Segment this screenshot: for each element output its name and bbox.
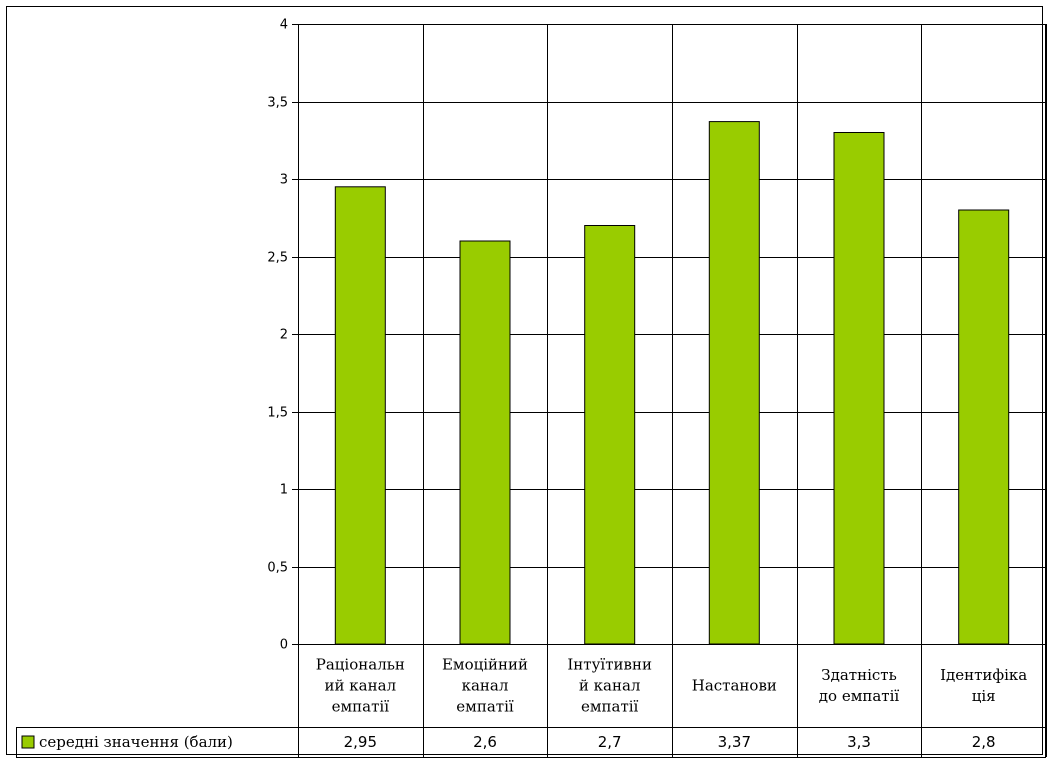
x-tick-label: Раціональн ий канал емпатії <box>316 656 405 716</box>
x-tick-label-line: Інтуїтивни <box>567 656 652 674</box>
x-tick-label: Емоційний канал емпатії <box>442 656 528 716</box>
y-tick-label: 0 <box>280 638 288 653</box>
x-tick-label-line: Емоційний <box>442 656 528 674</box>
x-tick-label-line: ція <box>972 687 996 705</box>
bar <box>708 121 760 645</box>
x-tick-label-line: Здатність <box>821 666 896 684</box>
x-tick-label: Настанови <box>692 677 777 695</box>
data-label: 2,95 <box>344 733 377 751</box>
y-tick-label: 0,5 <box>267 561 288 576</box>
data-label: 2,8 <box>972 733 996 751</box>
bar <box>833 132 885 645</box>
bar <box>459 240 511 645</box>
y-tick-label: 1 <box>280 483 288 498</box>
x-tick-label-line: й канал <box>579 677 641 695</box>
chart-frame <box>6 6 1043 755</box>
x-tick-label-line: емпатії <box>456 698 514 716</box>
legend-swatch <box>21 735 35 749</box>
x-tick-label-line: Ідентифіка <box>940 666 1027 684</box>
y-tick-label: 2,5 <box>267 251 288 266</box>
x-tick-label-line: Раціональн <box>316 656 405 674</box>
gridlines <box>298 24 1047 757</box>
x-tick-label-line: до емпатії <box>819 687 900 705</box>
data-table: Раціональн ий канал емпатії Емоційний канал е… <box>16 24 1046 758</box>
x-tick-label-line: Настанови <box>692 677 777 695</box>
data-label: 3,3 <box>847 733 871 751</box>
bars <box>334 121 1010 645</box>
bar <box>584 225 636 645</box>
y-tick-label: 3,5 <box>267 96 288 111</box>
x-tick-label: Ідентифіка ція <box>940 666 1027 705</box>
x-tick-label: Здатність до емпатії <box>819 666 900 705</box>
y-tick-label: 1,5 <box>267 406 288 421</box>
data-label: 2,7 <box>598 733 622 751</box>
data-label: 2,6 <box>473 733 497 751</box>
legend-label: середні значення (бали) <box>39 733 233 751</box>
y-tick-label: 3 <box>280 173 288 188</box>
bar <box>958 209 1010 645</box>
y-axis: 0 0,5 1 1,5 2 2,5 3 3,5 4 <box>267 18 299 653</box>
x-tick-label-line: емпатії <box>581 698 639 716</box>
x-tick-label-line: ий канал <box>325 677 397 695</box>
x-tick-label: Інтуїтивни й канал емпатії <box>567 656 652 716</box>
y-tick-label: 2 <box>280 328 288 343</box>
data-label: 3,37 <box>718 733 751 751</box>
bar <box>334 186 386 645</box>
x-tick-label-line: канал <box>462 677 509 695</box>
x-tick-label-line: емпатії <box>332 698 390 716</box>
y-tick-label: 4 <box>280 18 288 33</box>
